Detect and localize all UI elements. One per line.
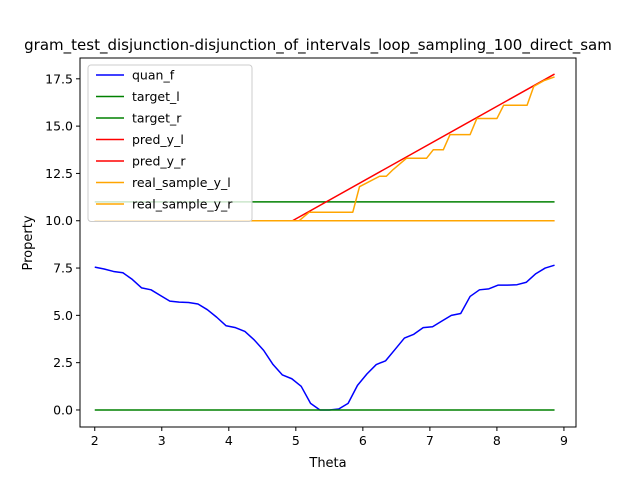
y-tick-label: 0.0: [53, 402, 73, 417]
series-line-real-sample-y-l: [94, 76, 555, 222]
y-tick-label: 15.0: [45, 119, 73, 134]
x-tick-label: 3: [158, 433, 166, 448]
x-tick-label: 6: [359, 433, 367, 448]
legend-label-target-r: target_r: [132, 111, 182, 126]
x-ticks: 2 3 4 5 6 7 8 9: [91, 427, 568, 448]
legend-label-quan-f: quan_f: [132, 68, 175, 83]
legend-label-real-sample-y-r: real_sample_y_r: [132, 197, 233, 212]
legend-box: [87, 64, 253, 222]
y-tick-label: 12.5: [45, 166, 73, 181]
legend-label-target-l: target_l: [132, 89, 180, 104]
y-ticks: 0.0 2.5 5.0 7.5 10.0 12.5 15.0 17.5: [45, 71, 80, 417]
legend-label-pred-y-r: pred_y_r: [132, 154, 186, 169]
x-axis-label: Theta: [308, 456, 346, 471]
x-tick-label: 5: [292, 433, 300, 448]
y-tick-label: 10.0: [45, 213, 73, 228]
y-tick-label: 5.0: [53, 308, 73, 323]
x-tick-label: 4: [225, 433, 233, 448]
x-tick-label: 9: [560, 433, 568, 448]
x-tick-label: 7: [426, 433, 434, 448]
legend-label-pred-y-l: pred_y_l: [132, 132, 184, 147]
chart-title: gram_test_disjunction-disjunction_of_int…: [24, 36, 612, 55]
legend-label-real-sample-y-l: real_sample_y_l: [132, 175, 231, 190]
y-tick-label: 7.5: [53, 261, 73, 276]
y-tick-label: 17.5: [45, 71, 73, 86]
x-tick-label: 2: [91, 433, 99, 448]
legend: quan_f target_l target_r pred_y_l pred_y_rre…: [87, 64, 253, 222]
x-tick-label: 8: [493, 433, 501, 448]
y-axis-label: Property: [21, 215, 36, 270]
y-tick-label: 2.5: [53, 355, 73, 370]
plot-frame: [79, 57, 577, 428]
